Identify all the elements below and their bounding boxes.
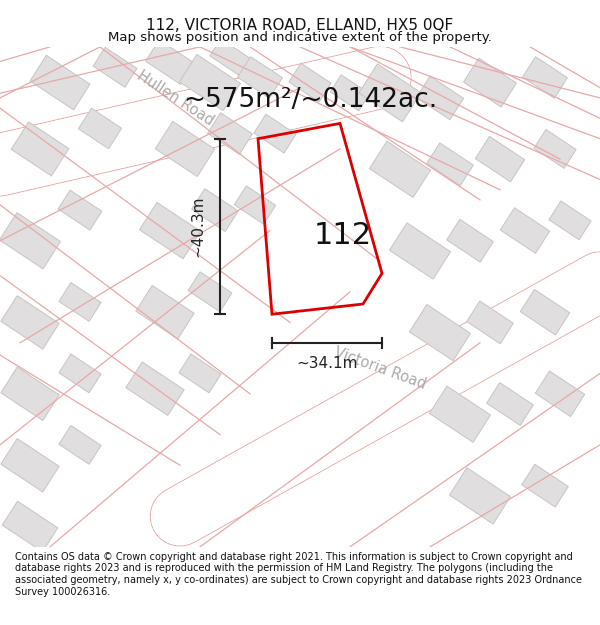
Polygon shape [389, 223, 451, 279]
Polygon shape [254, 114, 296, 153]
Polygon shape [1, 296, 59, 349]
Polygon shape [146, 40, 194, 84]
Polygon shape [210, 39, 250, 76]
Text: Hullen Road: Hullen Road [134, 68, 216, 128]
Polygon shape [535, 371, 584, 417]
Polygon shape [475, 136, 524, 182]
Polygon shape [330, 75, 370, 111]
Polygon shape [289, 63, 331, 102]
Text: Victoria Road: Victoria Road [332, 345, 428, 392]
Polygon shape [427, 143, 473, 186]
Polygon shape [79, 108, 122, 149]
Polygon shape [30, 55, 90, 110]
Polygon shape [136, 286, 194, 339]
Polygon shape [139, 202, 200, 259]
Polygon shape [464, 58, 517, 107]
Text: ~40.3m: ~40.3m [191, 196, 205, 258]
Polygon shape [1, 439, 59, 492]
Polygon shape [238, 57, 283, 98]
Polygon shape [0, 213, 61, 269]
Text: Contains OS data © Crown copyright and database right 2021. This information is : Contains OS data © Crown copyright and d… [15, 552, 582, 597]
Polygon shape [359, 64, 421, 122]
Polygon shape [523, 57, 568, 98]
Polygon shape [2, 501, 58, 552]
Polygon shape [370, 141, 431, 198]
Polygon shape [59, 282, 101, 321]
Polygon shape [520, 289, 569, 335]
Polygon shape [416, 76, 464, 120]
Polygon shape [191, 189, 238, 231]
Polygon shape [235, 186, 275, 224]
Polygon shape [188, 272, 232, 312]
Polygon shape [126, 362, 184, 416]
Polygon shape [534, 129, 576, 168]
Polygon shape [449, 468, 511, 524]
Text: 112: 112 [314, 221, 372, 251]
Polygon shape [446, 219, 493, 262]
Polygon shape [487, 382, 533, 426]
Polygon shape [521, 464, 568, 507]
Polygon shape [500, 208, 550, 253]
Text: ~34.1m: ~34.1m [296, 356, 358, 371]
Polygon shape [59, 426, 101, 464]
Polygon shape [430, 386, 491, 442]
Text: ~575m²/~0.142ac.: ~575m²/~0.142ac. [183, 87, 437, 113]
Polygon shape [58, 190, 102, 230]
Polygon shape [549, 201, 591, 240]
Text: 112, VICTORIA ROAD, ELLAND, HX5 0QF: 112, VICTORIA ROAD, ELLAND, HX5 0QF [146, 18, 454, 33]
Polygon shape [155, 121, 215, 176]
Polygon shape [1, 367, 59, 421]
Polygon shape [179, 354, 221, 393]
Polygon shape [409, 304, 470, 361]
Polygon shape [467, 301, 514, 344]
Polygon shape [11, 122, 69, 176]
Polygon shape [208, 112, 253, 154]
Text: Map shows position and indicative extent of the property.: Map shows position and indicative extent… [108, 31, 492, 44]
Polygon shape [179, 54, 241, 111]
Polygon shape [59, 354, 101, 393]
Polygon shape [93, 48, 137, 88]
